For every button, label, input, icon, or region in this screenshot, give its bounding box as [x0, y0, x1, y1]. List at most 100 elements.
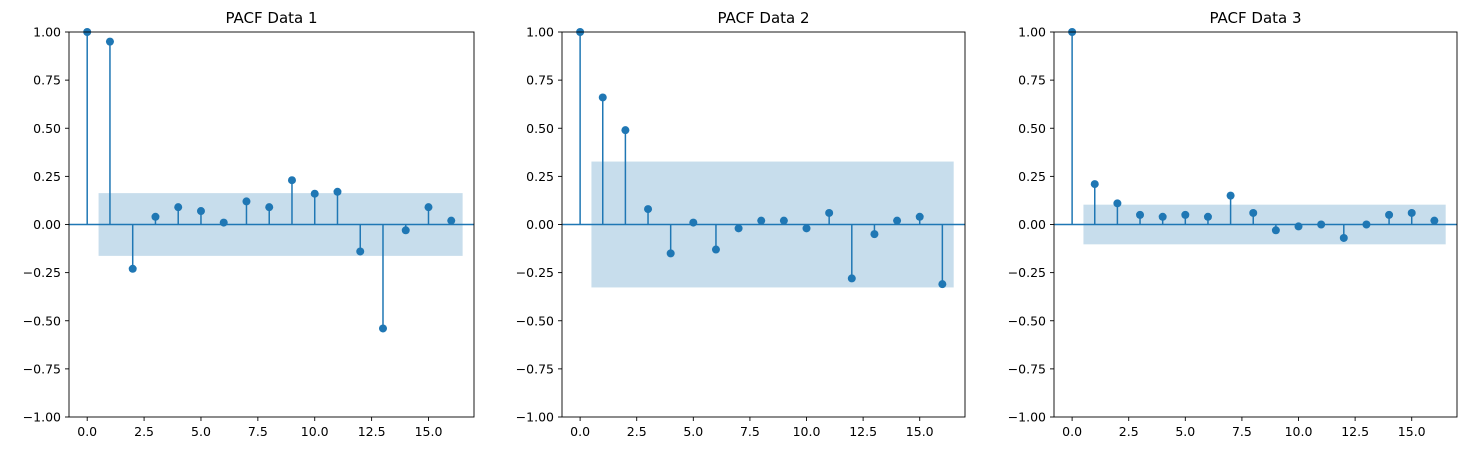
x-tick-label: 10.0 — [1285, 424, 1313, 439]
stem-marker-lag-16 — [1430, 216, 1439, 225]
stem-marker-lag-8 — [757, 216, 766, 225]
x-tick-label: 7.5 — [248, 424, 268, 439]
stem-marker-lag-9 — [1271, 226, 1280, 235]
stem-marker-lag-16 — [938, 280, 947, 289]
y-tick-label: 0.75 — [526, 73, 554, 88]
x-tick-label: 2.5 — [1119, 424, 1139, 439]
stem-marker-lag-3 — [644, 205, 653, 214]
y-tick-label: 0.75 — [1018, 73, 1046, 88]
stem-marker-lag-12 — [847, 274, 856, 283]
y-tick-label: 0.50 — [33, 121, 61, 136]
stem-marker-lag-7 — [242, 197, 251, 206]
y-tick-label: 0.25 — [33, 169, 61, 184]
stem-marker-lag-13 — [378, 324, 387, 333]
stem-marker-lag-6 — [711, 245, 720, 254]
y-tick-label: 1.00 — [526, 25, 554, 40]
stem-marker-lag-3 — [151, 212, 160, 221]
stem-marker-lag-12 — [1339, 233, 1348, 242]
y-tick-label: 0.50 — [1018, 121, 1046, 136]
stem-marker-lag-10 — [310, 189, 319, 198]
stem-marker-lag-9 — [779, 216, 788, 225]
y-tick-label: −0.50 — [1008, 313, 1046, 328]
x-tick-label: 7.5 — [740, 424, 760, 439]
x-tick-label: 7.5 — [1232, 424, 1252, 439]
stem-marker-lag-4 — [174, 203, 183, 212]
x-tick-label: 12.5 — [849, 424, 877, 439]
x-tick-label: 0.0 — [77, 424, 97, 439]
y-tick-label: −0.75 — [516, 361, 554, 376]
stem-marker-lag-14 — [893, 216, 902, 225]
stem-marker-lag-12 — [356, 247, 365, 256]
y-tick-label: −0.75 — [23, 361, 61, 376]
stem-marker-lag-4 — [666, 249, 675, 258]
y-tick-label: −0.25 — [1008, 265, 1046, 280]
x-tick-label: 5.0 — [1175, 424, 1195, 439]
x-tick-label: 5.0 — [191, 424, 211, 439]
stem-marker-lag-8 — [1249, 208, 1258, 217]
x-tick-label: 10.0 — [301, 424, 329, 439]
stem-marker-lag-1 — [1090, 180, 1099, 189]
y-tick-label: −0.50 — [23, 313, 61, 328]
stem-marker-lag-8 — [265, 203, 274, 212]
y-tick-label: −1.00 — [23, 410, 61, 425]
stem-marker-lag-13 — [1362, 220, 1371, 229]
x-tick-label: 15.0 — [906, 424, 934, 439]
x-tick-label: 0.0 — [570, 424, 590, 439]
x-tick-label: 0.0 — [1062, 424, 1082, 439]
stem-marker-lag-10 — [1294, 222, 1303, 231]
stem-marker-lag-6 — [219, 218, 228, 227]
stem-marker-lag-7 — [734, 224, 743, 233]
stem-marker-lag-15 — [1407, 208, 1416, 217]
stem-marker-lag-10 — [802, 224, 811, 233]
stem-marker-lag-15 — [424, 203, 433, 212]
stem-marker-lag-2 — [128, 264, 137, 273]
stem-marker-lag-7 — [1226, 191, 1235, 200]
stem-marker-lag-14 — [401, 226, 410, 235]
x-tick-label: 12.5 — [358, 424, 386, 439]
x-tick-label: 15.0 — [415, 424, 443, 439]
stem-marker-lag-9 — [287, 176, 296, 185]
y-tick-label: −0.75 — [1008, 361, 1046, 376]
y-tick-label: −0.25 — [23, 265, 61, 280]
x-tick-label: 2.5 — [627, 424, 647, 439]
plot-title: PACF Data 1 — [225, 9, 317, 27]
x-tick-label: 10.0 — [793, 424, 821, 439]
stem-marker-lag-14 — [1385, 210, 1394, 219]
x-tick-label: 5.0 — [683, 424, 703, 439]
plot-title: PACF Data 2 — [717, 9, 809, 27]
stem-marker-lag-11 — [333, 187, 342, 196]
stem-marker-lag-6 — [1203, 212, 1212, 221]
y-tick-label: 0.75 — [33, 73, 61, 88]
pacf-panel-3: −1.00 −0.75 −0.50 −0.25 0.00 0.25 0.50 0.75 1.00… — [1008, 9, 1458, 439]
stem-marker-lag-11 — [825, 208, 834, 217]
stem-marker-lag-5 — [196, 207, 205, 216]
stem-marker-lag-15 — [915, 212, 924, 221]
y-tick-label: −1.00 — [1008, 410, 1046, 425]
pacf-panel-1: −1.00 −0.75 −0.50 −0.25 0.00 0.25 0.50 0.75 1.00… — [23, 9, 475, 439]
x-tick-label: 2.5 — [134, 424, 154, 439]
stem-marker-lag-3 — [1136, 210, 1145, 219]
stem-marker-lag-4 — [1158, 212, 1167, 221]
y-tick-label: 0.00 — [526, 217, 554, 232]
y-tick-label: 0.25 — [526, 169, 554, 184]
stem-marker-lag-2 — [1113, 199, 1122, 208]
y-tick-label: −0.25 — [516, 265, 554, 280]
x-tick-label: 15.0 — [1398, 424, 1426, 439]
y-tick-label: 0.50 — [526, 121, 554, 136]
y-tick-label: −1.00 — [516, 410, 554, 425]
y-tick-label: 0.00 — [33, 217, 61, 232]
pacf-panel-2: −1.00 −0.75 −0.50 −0.25 0.00 0.25 0.50 0.75 1.00… — [516, 9, 966, 439]
stem-marker-lag-16 — [447, 216, 456, 225]
y-tick-label: 1.00 — [33, 25, 61, 40]
stem-marker-lag-13 — [870, 230, 879, 239]
plot-title: PACF Data 3 — [1209, 9, 1301, 27]
y-tick-label: −0.50 — [516, 313, 554, 328]
stem-marker-lag-5 — [689, 218, 698, 227]
y-tick-label: 0.00 — [1018, 217, 1046, 232]
y-tick-label: 0.25 — [1018, 169, 1046, 184]
y-tick-label: 1.00 — [1018, 25, 1046, 40]
stem-marker-lag-1 — [105, 37, 114, 46]
stem-marker-lag-2 — [621, 126, 630, 135]
stem-marker-lag-11 — [1317, 220, 1326, 229]
